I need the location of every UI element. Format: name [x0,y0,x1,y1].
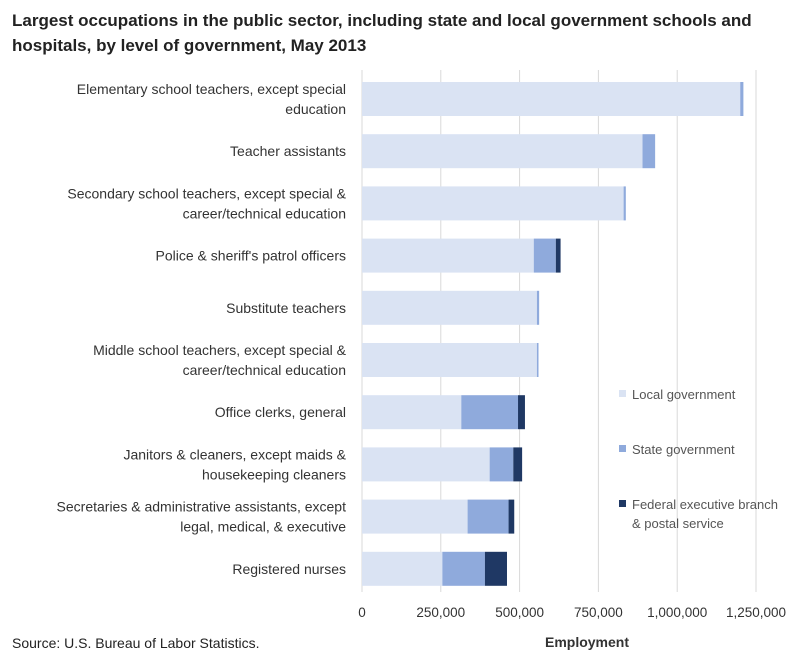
bar-segment-series-0 [362,395,462,430]
bar-segment-series-2 [555,238,561,273]
x-tick-label: 750,000 [574,605,623,620]
bar-segment-series-2 [484,551,507,586]
category-label: Police & sheriff's patrol officers [156,248,346,264]
bar-segment-series-0 [362,290,537,325]
bar-segment-series-2 [518,395,525,430]
x-tick-labels: 0 250,000 500,000 750,000 1,000,000 1,250,000 [358,605,786,620]
bar-segment-series-0 [362,551,443,586]
bar-segment-series-1 [623,186,626,221]
bar-segment-series-1 [536,290,540,325]
legend: Local government State government Federal … [619,387,778,531]
x-tick-label: 1,000,000 [647,605,707,620]
x-axis-title: Employment [545,634,629,650]
x-tick-label: 250,000 [416,605,465,620]
bar-segment-series-2 [508,499,515,534]
x-tick-label: 1,250,000 [726,605,786,620]
category-label: Janitors & cleaners, except maids & house… [123,446,346,482]
bar-segment-series-1 [740,82,744,116]
x-tick-label: 0 [358,605,366,620]
category-label: Substitute teachers [226,300,346,316]
bar-segment-series-1 [642,134,656,169]
category-label: Secretaries & administrative assistants,… [57,499,347,535]
bar-segment-series-1 [536,343,539,377]
bar-segment-series-1 [461,395,519,430]
bar-segment-series-1 [533,238,556,273]
bar-segment-series-0 [362,447,490,482]
bar-segment-series-0 [362,499,468,534]
source-note: Source: U.S. Bureau of Labor Statistics. [12,635,260,651]
legend-label: State government [632,442,735,457]
legend-label: Local government [632,387,736,402]
bar-segment-series-0 [362,134,643,169]
legend-swatch [619,445,626,452]
bar-segment-series-1 [442,551,485,586]
bars [362,82,744,586]
category-label: Teacher assistants [230,143,346,159]
bar-segment-series-0 [362,82,741,116]
bar-segment-series-1 [467,499,509,534]
category-label: Secondary school teachers, except specia… [67,185,346,221]
bar-segment-series-1 [489,447,514,482]
legend-label: Federal executive branch & postal service [632,497,778,531]
category-labels: Elementary school teachers, except speci… [57,81,347,577]
bar-segment-series-0 [362,343,537,377]
legend-swatch [619,390,626,397]
category-label: Middle school teachers, except special &… [93,342,347,378]
bar-segment-series-0 [362,238,534,273]
chart-title: Largest occupations in the public sector… [12,11,752,55]
bar-segment-series-0 [362,186,624,221]
category-label: Registered nurses [232,561,346,577]
category-label: Elementary school teachers, except speci… [77,81,346,117]
x-tick-label: 500,000 [495,605,544,620]
bar-segment-series-2 [513,447,523,482]
category-label: Office clerks, general [215,404,346,420]
legend-swatch [619,500,626,507]
